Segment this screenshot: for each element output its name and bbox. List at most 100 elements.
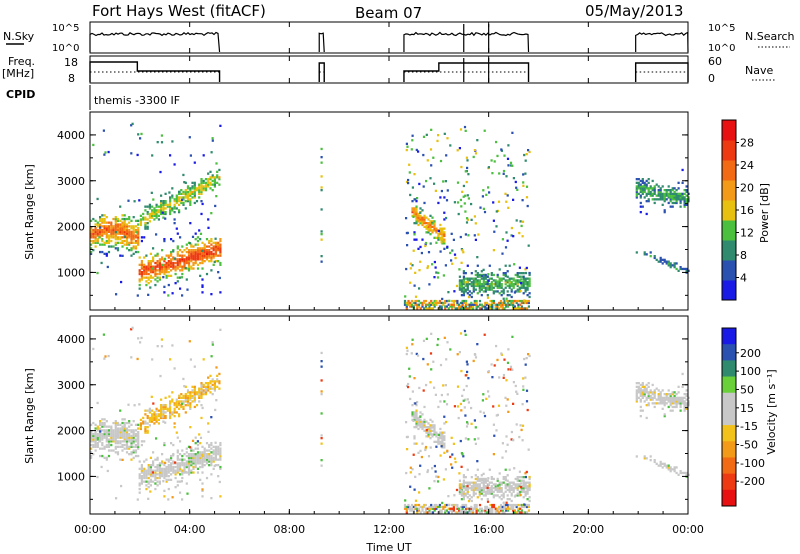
velocity-cell bbox=[149, 480, 152, 483]
power-cell bbox=[164, 212, 167, 216]
power-cell bbox=[437, 229, 440, 233]
velocity-cell bbox=[468, 494, 471, 497]
velocity-cell bbox=[425, 383, 428, 387]
velocity-cell bbox=[649, 459, 652, 462]
velocity-cell bbox=[165, 475, 168, 478]
velocity-cell bbox=[161, 460, 164, 463]
power-cell bbox=[476, 273, 479, 277]
power-cell bbox=[439, 231, 442, 234]
velocity-cell bbox=[653, 459, 656, 462]
power-colorbar-tick: 8 bbox=[740, 249, 747, 262]
velocity-cell bbox=[162, 404, 165, 407]
power-cell bbox=[107, 250, 111, 254]
power-cell bbox=[96, 230, 99, 233]
velocity-cell bbox=[164, 404, 167, 407]
power-cell bbox=[442, 301, 445, 305]
power-cell bbox=[107, 228, 111, 232]
power-cell bbox=[125, 228, 129, 232]
velocity-cell bbox=[147, 473, 150, 476]
power-cell bbox=[524, 279, 527, 282]
power-cell bbox=[523, 153, 526, 157]
velocity-cell bbox=[219, 442, 222, 445]
nsky-label: N.Sky bbox=[3, 30, 35, 43]
velocity-cell bbox=[214, 447, 217, 450]
velocity-cell bbox=[92, 453, 95, 456]
velocity-cell bbox=[186, 391, 190, 394]
power-cell bbox=[669, 262, 672, 265]
power-cell bbox=[412, 301, 415, 305]
velocity-cell bbox=[438, 509, 441, 512]
power-cell bbox=[498, 281, 501, 284]
velocity-cell bbox=[172, 454, 175, 457]
power-cell bbox=[101, 238, 104, 241]
velocity-cell bbox=[528, 481, 531, 484]
velocity-cell bbox=[425, 420, 428, 423]
velocity-cell bbox=[132, 420, 135, 423]
power-cell bbox=[172, 249, 175, 252]
velocity-cell bbox=[500, 483, 503, 486]
power-cell bbox=[152, 247, 155, 250]
power-cell bbox=[639, 187, 642, 190]
power-cell bbox=[480, 277, 483, 280]
power-cell bbox=[130, 225, 133, 228]
velocity-cell bbox=[189, 358, 192, 361]
velocity-cell bbox=[202, 358, 205, 361]
velocity-cell bbox=[488, 492, 491, 495]
power-cell bbox=[138, 272, 141, 276]
power-cell bbox=[157, 214, 160, 217]
power-cell bbox=[432, 156, 435, 159]
velocity-cell bbox=[454, 503, 457, 507]
power-cell bbox=[428, 305, 431, 308]
power-cell bbox=[635, 196, 638, 199]
power-cell bbox=[458, 279, 461, 282]
power-cell bbox=[502, 277, 505, 280]
velocity-cell bbox=[203, 453, 206, 456]
velocity-cell bbox=[195, 404, 199, 407]
velocity-cell bbox=[92, 445, 95, 448]
velocity-cell bbox=[136, 357, 139, 361]
velocity-cell bbox=[187, 469, 191, 472]
velocity-cell bbox=[320, 437, 323, 440]
velocity-cell bbox=[641, 396, 644, 399]
power-cell bbox=[149, 252, 152, 255]
power-cell bbox=[192, 263, 195, 266]
velocity-cell bbox=[167, 475, 170, 478]
velocity-cell bbox=[455, 488, 459, 492]
velocity-cell bbox=[647, 382, 650, 385]
power-cell bbox=[196, 236, 199, 239]
velocity-cell bbox=[320, 390, 323, 393]
velocity-cell bbox=[476, 488, 479, 492]
power-cell bbox=[429, 227, 432, 230]
velocity-cell bbox=[160, 413, 163, 416]
velocity-cell bbox=[158, 467, 161, 470]
velocity-cell bbox=[520, 479, 523, 482]
power-cell bbox=[524, 268, 527, 271]
power-cell bbox=[101, 243, 104, 246]
velocity-cell bbox=[645, 396, 648, 399]
power-cell bbox=[673, 198, 676, 201]
power-cell bbox=[482, 305, 485, 308]
velocity-cell bbox=[176, 484, 179, 487]
velocity-colorbar-tick: 100 bbox=[740, 365, 761, 378]
power-cell bbox=[176, 254, 179, 257]
power-cell bbox=[517, 299, 520, 303]
velocity-cell bbox=[427, 422, 430, 425]
noise-tick-low: 10^0 bbox=[52, 43, 79, 54]
velocity-cell bbox=[146, 431, 149, 434]
velocity-cell bbox=[409, 509, 412, 512]
power-cell bbox=[123, 243, 126, 246]
x-tick-label: 08:00 bbox=[273, 523, 305, 536]
velocity-cell bbox=[219, 456, 222, 459]
velocity-cell bbox=[478, 490, 481, 493]
velocity-cell bbox=[687, 473, 690, 476]
velocity-cell bbox=[180, 402, 184, 405]
power-cell bbox=[425, 179, 428, 183]
power-cell bbox=[456, 181, 460, 184]
power-cell bbox=[651, 194, 654, 197]
velocity-cell bbox=[99, 420, 102, 423]
velocity-cell bbox=[162, 411, 165, 414]
velocity-cell bbox=[205, 462, 209, 465]
power-cell bbox=[217, 260, 220, 263]
velocity-cell bbox=[404, 499, 407, 502]
velocity-cell bbox=[643, 455, 646, 458]
